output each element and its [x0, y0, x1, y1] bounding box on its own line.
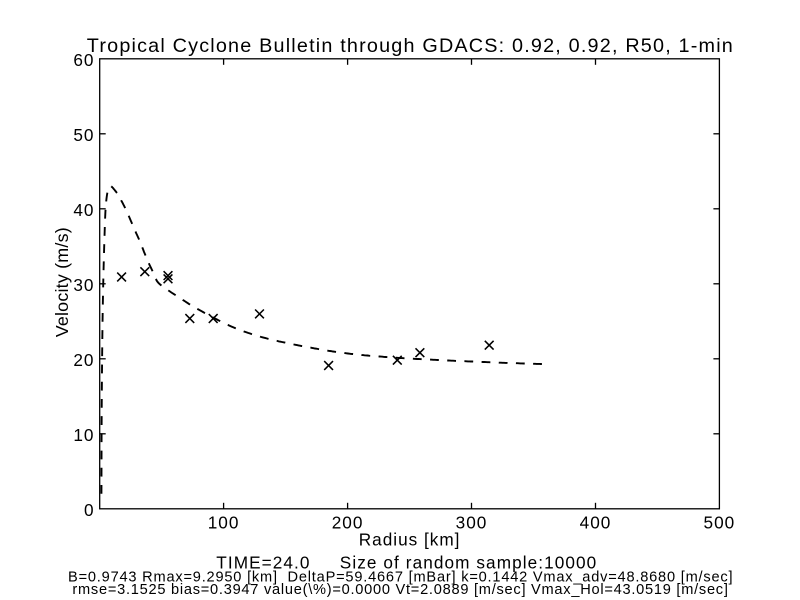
svg-text:Tropical Cyclone Bulletin thro: Tropical Cyclone Bulletin through GDACS:… — [87, 35, 733, 57]
svg-text:400: 400 — [580, 513, 612, 533]
svg-text:500: 500 — [704, 513, 736, 533]
svg-text:Velocity (m/s): Velocity (m/s) — [52, 227, 72, 337]
svg-text:B=0.9743 Rmax=9.2950 [km] Del: B=0.9743 Rmax=9.2950 [km] DeltaP=59.4667… — [68, 570, 733, 586]
svg-text:10: 10 — [73, 425, 94, 445]
svg-text:0: 0 — [84, 500, 95, 520]
svg-text:200: 200 — [332, 513, 364, 533]
svg-text:20: 20 — [73, 350, 94, 370]
svg-text:rmse=3.1525 bias=0.3947 value(: rmse=3.1525 bias=0.3947 value(\%)=0.0000… — [72, 582, 728, 598]
svg-text:100: 100 — [208, 513, 240, 533]
svg-text:Radius [km]: Radius [km] — [359, 529, 461, 549]
svg-text:40: 40 — [73, 200, 94, 220]
svg-text:60: 60 — [73, 50, 94, 70]
svg-text:30: 30 — [73, 275, 94, 295]
svg-text:300: 300 — [456, 513, 488, 533]
svg-text:50: 50 — [73, 125, 94, 145]
svg-text:TIME=24.0 Size of random s: TIME=24.0 Size of random sample:10000 — [216, 553, 597, 573]
